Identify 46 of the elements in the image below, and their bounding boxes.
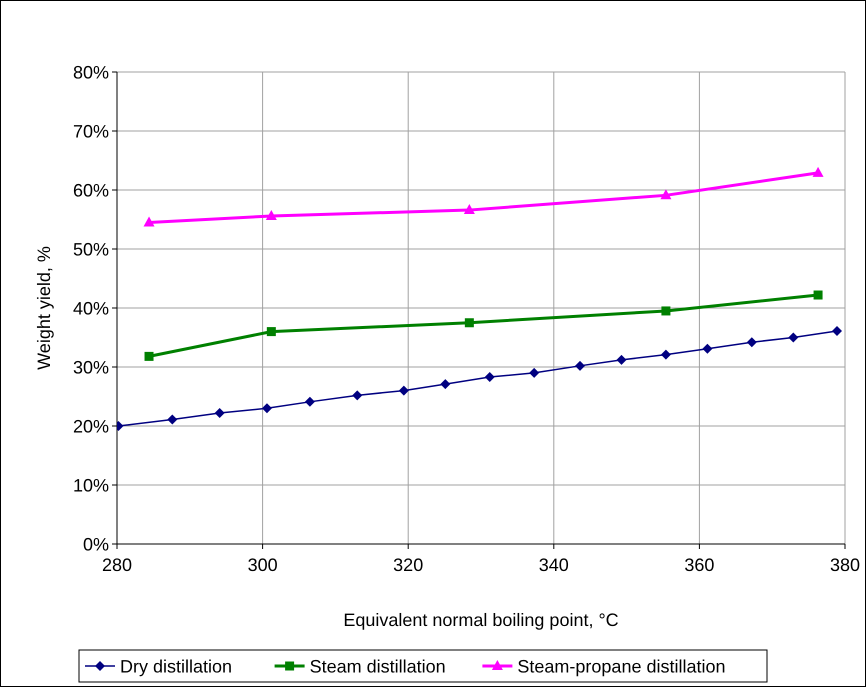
x-tick-label: 320 [393,555,424,575]
point [529,368,540,378]
point [266,210,277,220]
point [660,189,672,200]
y-tick-label: 0% [82,534,109,554]
point [214,408,225,418]
point [484,372,495,382]
y-tick-label: 50% [72,239,109,260]
point [440,379,450,390]
point [660,350,671,360]
y-tick-label: 70% [72,121,109,142]
legend-label: Dry distillation [120,656,232,676]
x-axis-title: Equivalent normal boiling point, °C [343,610,619,630]
point [398,386,409,396]
y-axis-title: Weight yield, % [34,246,54,370]
x-tick-label: 380 [830,555,860,575]
y-tick-label: 80% [72,62,109,82]
point [702,344,712,354]
legend-label: Steam distillation [310,656,446,676]
point [266,327,276,336]
point [832,326,842,336]
y-tick-label: 20% [72,416,109,436]
y-tick-label: 10% [72,475,109,496]
point [144,352,154,361]
point [464,318,474,328]
point [616,354,627,365]
point [575,360,586,371]
point [661,306,670,316]
point [746,337,757,348]
y-tick-label: 30% [72,357,109,378]
point [812,166,824,177]
point [352,390,362,400]
x-tick-label: 340 [538,555,569,575]
x-tick-label: 300 [248,555,278,575]
x-tick-label: 280 [102,555,132,575]
point [167,414,178,425]
point [814,290,823,300]
point [464,204,475,214]
point [262,403,272,414]
legend-label: Steam-propane distillation [517,656,726,676]
y-tick-label: 40% [72,298,109,318]
x-tick-label: 360 [684,555,714,575]
point [788,332,798,342]
point [304,396,315,407]
y-tick-label: 60% [72,180,109,200]
point [144,216,155,226]
